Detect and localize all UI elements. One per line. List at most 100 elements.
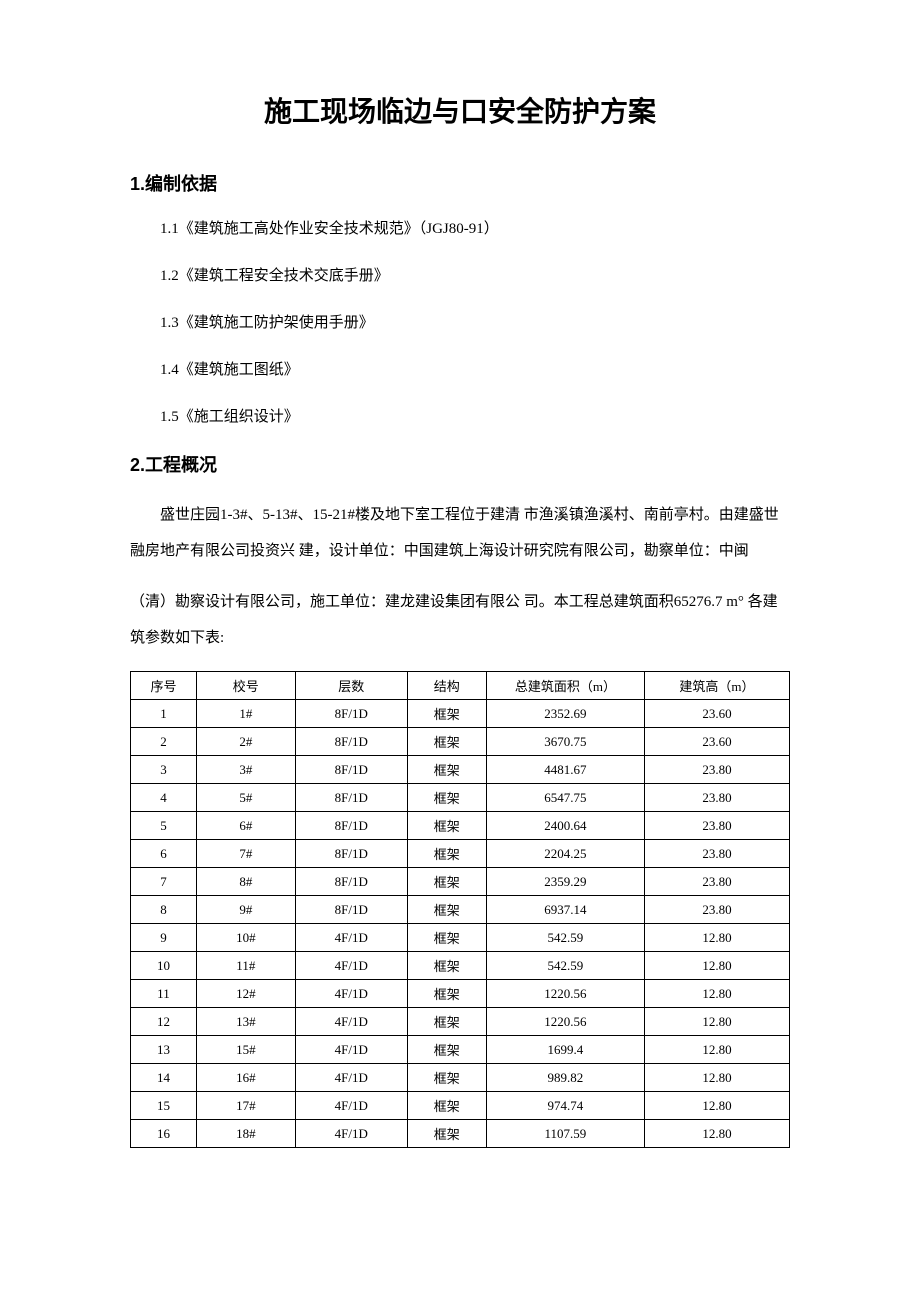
table-cell: 8F/1D (295, 700, 407, 728)
table-row: 1011#4F/1D框架542.5912.80 (131, 952, 790, 980)
table-cell: 12.80 (644, 952, 789, 980)
header-height: 建筑高（m） (644, 672, 789, 700)
section1-heading: 1.编制依据 (130, 170, 790, 196)
table-cell: 框架 (407, 728, 486, 756)
table-row: 1517#4F/1D框架974.7412.80 (131, 1092, 790, 1120)
table-cell: 23.80 (644, 896, 789, 924)
table-cell: 18# (196, 1120, 295, 1148)
table-row: 910#4F/1D框架542.5912.80 (131, 924, 790, 952)
table-row: 1416#4F/1D框架989.8212.80 (131, 1064, 790, 1092)
table-cell: 12# (196, 980, 295, 1008)
table-cell: 23.60 (644, 700, 789, 728)
table-cell: 1220.56 (486, 1008, 644, 1036)
table-row: 67#8F/1D框架2204.2523.80 (131, 840, 790, 868)
overview-para-1: 盛世庄园1-3#、5-13#、15-21#楼及地下室工程位于建清 市渔溪镇渔溪村… (130, 497, 790, 569)
table-cell: 12.80 (644, 980, 789, 1008)
table-cell: 8F/1D (295, 756, 407, 784)
table-cell: 23.80 (644, 812, 789, 840)
table-cell: 23.60 (644, 728, 789, 756)
table-cell: 17# (196, 1092, 295, 1120)
table-row: 33#8F/1D框架4481.6723.80 (131, 756, 790, 784)
basis-item-3: 1.3《建筑施工防护架使用手册》 (160, 310, 790, 337)
table-cell: 12 (131, 1008, 197, 1036)
table-cell: 10 (131, 952, 197, 980)
table-cell: 974.74 (486, 1092, 644, 1120)
table-cell: 框架 (407, 1120, 486, 1148)
table-cell: 框架 (407, 784, 486, 812)
table-cell: 2352.69 (486, 700, 644, 728)
table-row: 89#8F/1D框架6937.1423.80 (131, 896, 790, 924)
table-cell: 5 (131, 812, 197, 840)
table-cell: 1# (196, 700, 295, 728)
table-cell: 1220.56 (486, 980, 644, 1008)
table-cell: 12.80 (644, 1120, 789, 1148)
table-cell: 8F/1D (295, 868, 407, 896)
table-cell: 3 (131, 756, 197, 784)
table-cell: 14 (131, 1064, 197, 1092)
table-cell: 8F/1D (295, 812, 407, 840)
basis-item-4: 1.4《建筑施工图纸》 (160, 357, 790, 384)
section2-heading: 2.工程概况 (130, 451, 790, 477)
table-cell: 2# (196, 728, 295, 756)
table-cell: 2359.29 (486, 868, 644, 896)
table-row: 1315#4F/1D框架1699.412.80 (131, 1036, 790, 1064)
table-cell: 1 (131, 700, 197, 728)
header-building-no: 校号 (196, 672, 295, 700)
table-cell: 542.59 (486, 924, 644, 952)
table-cell: 7# (196, 840, 295, 868)
table-cell: 6937.14 (486, 896, 644, 924)
table-cell: 8F/1D (295, 784, 407, 812)
table-cell: 23.80 (644, 840, 789, 868)
table-cell: 框架 (407, 924, 486, 952)
table-row: 56#8F/1D框架2400.6423.80 (131, 812, 790, 840)
table-cell: 4481.67 (486, 756, 644, 784)
table-cell: 框架 (407, 1008, 486, 1036)
table-cell: 6547.75 (486, 784, 644, 812)
table-cell: 框架 (407, 1036, 486, 1064)
table-cell: 15 (131, 1092, 197, 1120)
table-cell: 5# (196, 784, 295, 812)
table-cell: 框架 (407, 896, 486, 924)
table-cell: 2400.64 (486, 812, 644, 840)
header-seq: 序号 (131, 672, 197, 700)
table-cell: 4F/1D (295, 924, 407, 952)
table-cell: 3670.75 (486, 728, 644, 756)
table-cell: 12.80 (644, 1092, 789, 1120)
header-floors: 层数 (295, 672, 407, 700)
table-cell: 7 (131, 868, 197, 896)
table-cell: 框架 (407, 700, 486, 728)
table-cell: 12.80 (644, 1036, 789, 1064)
table-cell: 框架 (407, 952, 486, 980)
table-row: 45#8F/1D框架6547.7523.80 (131, 784, 790, 812)
table-cell: 542.59 (486, 952, 644, 980)
table-cell: 8F/1D (295, 840, 407, 868)
table-cell: 23.80 (644, 756, 789, 784)
table-cell: 4F/1D (295, 1008, 407, 1036)
table-cell: 9 (131, 924, 197, 952)
table-cell: 15# (196, 1036, 295, 1064)
table-cell: 8F/1D (295, 896, 407, 924)
basis-item-2: 1.2《建筑工程安全技术交底手册》 (160, 263, 790, 290)
table-cell: 框架 (407, 812, 486, 840)
table-row: 11#8F/1D框架2352.6923.60 (131, 700, 790, 728)
table-cell: 框架 (407, 980, 486, 1008)
table-cell: 框架 (407, 868, 486, 896)
table-cell: 6 (131, 840, 197, 868)
table-cell: 989.82 (486, 1064, 644, 1092)
table-cell: 框架 (407, 1092, 486, 1120)
header-structure: 结构 (407, 672, 486, 700)
table-cell: 框架 (407, 1064, 486, 1092)
basis-item-1: 1.1《建筑施工高处作业安全技术规范》（JGJ80-91） (160, 216, 790, 243)
table-cell: 13# (196, 1008, 295, 1036)
table-cell: 6# (196, 812, 295, 840)
table-cell: 4F/1D (295, 980, 407, 1008)
table-cell: 1699.4 (486, 1036, 644, 1064)
table-cell: 12.80 (644, 1064, 789, 1092)
building-parameters-table: 序号 校号 层数 结构 总建筑面积（m） 建筑高（m） 11#8F/1D框架23… (130, 671, 790, 1148)
table-row: 1618#4F/1D框架1107.5912.80 (131, 1120, 790, 1148)
table-row: 1213#4F/1D框架1220.5612.80 (131, 1008, 790, 1036)
table-cell: 2 (131, 728, 197, 756)
table-cell: 3# (196, 756, 295, 784)
document-title: 施工现场临边与口安全防护方案 (130, 90, 790, 130)
table-cell: 11 (131, 980, 197, 1008)
